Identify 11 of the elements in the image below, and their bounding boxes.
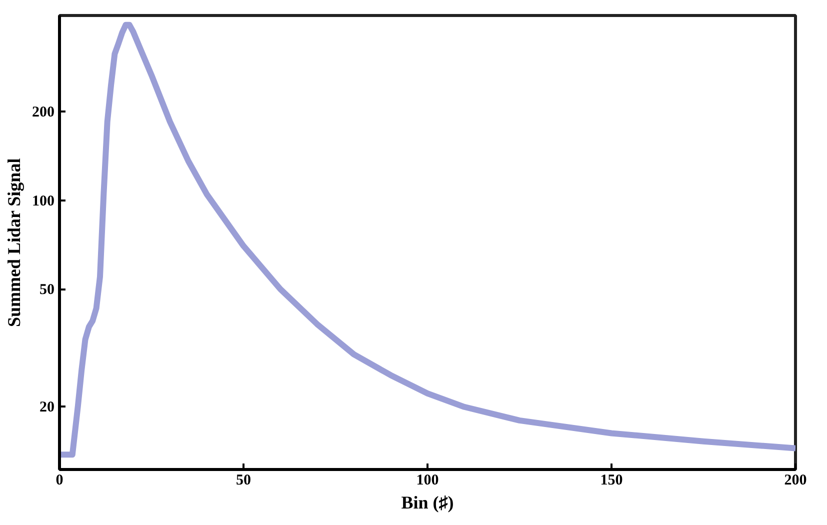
y-tick-label: 20 bbox=[40, 399, 54, 416]
x-tick-label: 50 bbox=[236, 472, 251, 488]
y-tick-label: 100 bbox=[32, 193, 54, 210]
y-tick-label: 200 bbox=[32, 104, 54, 121]
y-tick-label: 50 bbox=[40, 282, 54, 298]
x-tick-label: 150 bbox=[600, 472, 623, 488]
x-axis-title: Bin (♯) bbox=[401, 492, 454, 512]
y-axis-title: Summed Lidar Signal bbox=[4, 158, 24, 328]
x-tick-label: 0 bbox=[56, 472, 64, 488]
x-tick-label: 200 bbox=[784, 472, 807, 488]
x-tick-label: 100 bbox=[416, 472, 439, 488]
